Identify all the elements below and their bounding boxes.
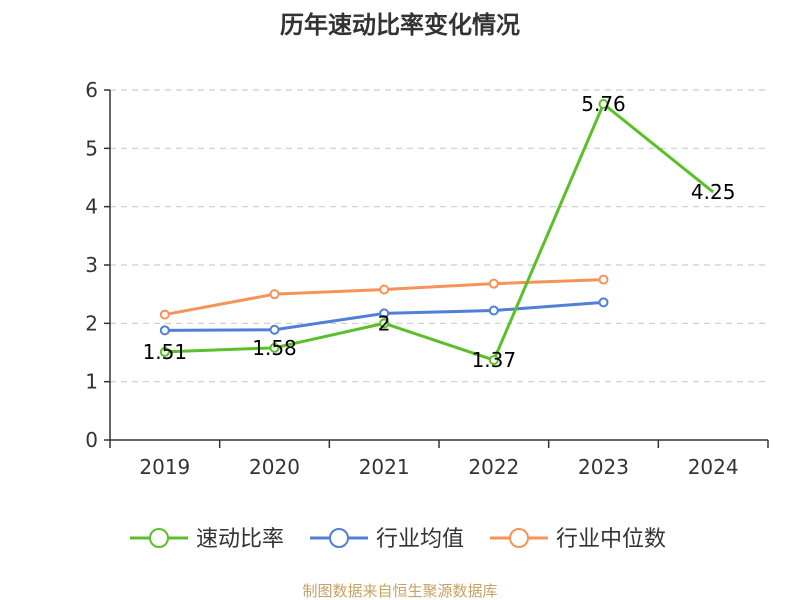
legend-label: 行业中位数 [556,527,666,552]
data-point [159,346,170,357]
y-tick-label: 0 [85,428,98,452]
data-point [488,305,499,316]
legend-label: 速动比率 [196,527,284,552]
data-label: 2 [378,311,391,335]
axes: 0 1 2 3 4 5 6 2019 2020 2021 2022 2023 2024 [85,78,769,479]
data-point [379,308,390,319]
legend: 速动比率 行业均值 行业中位数 [130,527,666,552]
data-point [598,297,609,308]
y-tick-label: 6 [85,78,98,102]
y-tick-label: 2 [85,311,98,335]
x-tick-label: 2024 [688,455,739,479]
y-tick-label: 1 [85,370,98,394]
data-label: 4.25 [691,180,736,204]
legend-item[interactable]: 行业中位数 [490,527,666,552]
series [159,99,715,366]
data-point [269,324,280,335]
data-point [269,342,280,353]
x-tick-label: 2022 [468,455,519,479]
chart-title: 历年速动比率变化情况 [280,11,520,39]
data-point [488,355,499,366]
legend-marker [329,528,349,548]
data-point [379,284,390,295]
data-point [488,278,499,289]
data-labels: 1.51 1.58 2 1.37 5.76 4.25 [143,92,736,372]
legend-marker [509,528,529,548]
data-point [598,99,609,109]
data-point [159,309,170,320]
y-tick-label: 5 [85,136,98,160]
legend-item[interactable]: 速动比率 [130,527,284,552]
data-point [159,325,170,336]
y-tick-label: 4 [85,195,98,219]
x-tick-label: 2021 [359,455,410,479]
x-tick-label: 2020 [249,455,300,479]
x-tick-label: 2019 [139,455,190,479]
legend-marker [149,528,169,548]
data-label: 1.37 [472,348,517,372]
y-tick-label: 3 [85,253,98,277]
data-point [269,289,280,300]
data-label: 5.76 [581,92,626,116]
series-line [164,102,715,362]
data-label: 1.58 [252,336,297,360]
grid [110,89,768,383]
legend-label: 行业均值 [376,527,464,552]
legend-item[interactable]: 行业均值 [310,527,464,552]
source-note: 制图数据来自恒生聚源数据库 [302,582,497,600]
data-label: 1.51 [143,340,188,364]
data-point [598,274,609,285]
x-tick-label: 2023 [578,455,629,479]
data-point [379,318,390,329]
